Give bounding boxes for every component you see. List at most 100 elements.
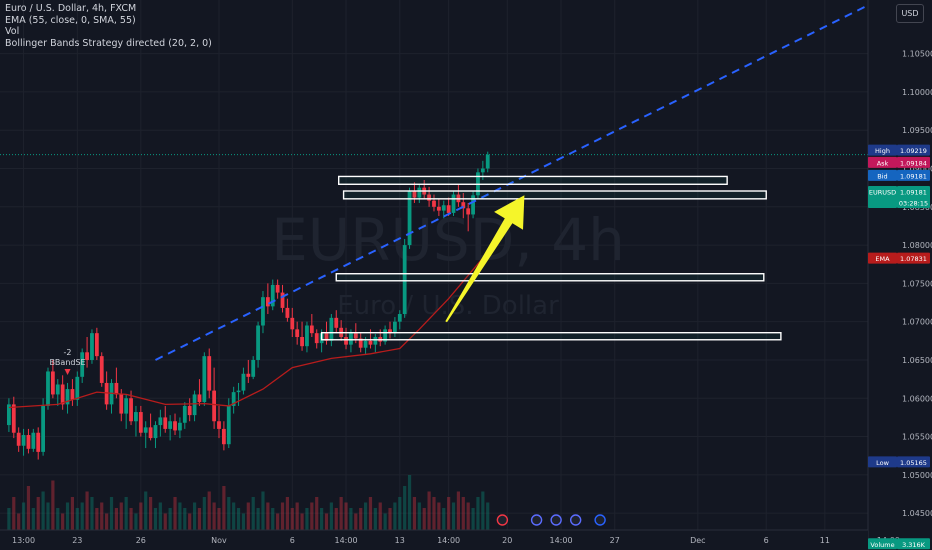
candle <box>138 412 143 433</box>
zone-rect <box>335 273 765 282</box>
candle <box>324 333 329 341</box>
volume-bar <box>163 513 167 530</box>
candle <box>65 389 70 405</box>
volume-bar <box>158 502 162 530</box>
candle <box>275 284 280 293</box>
y-tick-label: 1.08000 <box>902 241 932 250</box>
volume-bar <box>109 497 114 530</box>
candle <box>173 421 177 431</box>
candle <box>182 405 187 423</box>
volume-bar <box>188 513 192 530</box>
chart-legend: Euro / U.S. Dollar, 4h, FXCM EMA (55, cl… <box>5 3 212 49</box>
event-icon <box>594 514 606 526</box>
volume-bar <box>261 491 265 530</box>
candle <box>471 195 475 215</box>
volume-bar <box>114 508 118 530</box>
price-tag-value-box <box>897 538 930 550</box>
volume-bar <box>437 502 441 530</box>
legend-strategy[interactable]: Bollinger Bands Strategy directed (20, 2… <box>5 37 212 49</box>
volume-bar <box>300 513 304 530</box>
volume-bar <box>246 502 250 530</box>
candle <box>46 371 50 406</box>
candle <box>270 284 275 307</box>
price-tag-value: 1.09219 <box>900 147 927 155</box>
volume-bar <box>368 497 373 530</box>
volume-bar <box>17 513 21 530</box>
candle <box>217 421 221 429</box>
trendline <box>155 0 880 361</box>
candle <box>231 392 236 406</box>
price-tag-value: 3.316K <box>902 541 926 549</box>
candle <box>368 340 373 345</box>
candle <box>197 394 202 403</box>
candle <box>480 168 485 173</box>
volume-bar <box>432 497 436 530</box>
price-tag-label-box <box>868 252 897 264</box>
x-tick-label: 23 <box>72 536 82 545</box>
candle <box>407 191 412 246</box>
volume-bar <box>310 502 314 530</box>
candle <box>334 317 339 328</box>
candle <box>436 206 441 211</box>
volume-bar <box>241 513 246 530</box>
legend-symbol[interactable]: Euro / U.S. Dollar, 4h, FXCM <box>5 3 137 14</box>
candle <box>329 317 334 341</box>
y-tick-label: 1.10500 <box>902 50 932 59</box>
price-tag-label: Bid <box>877 172 887 180</box>
volume-bar <box>290 508 294 530</box>
candle <box>119 394 124 414</box>
candle <box>60 384 65 405</box>
y-tick-label: 1.07000 <box>902 318 932 327</box>
candle <box>134 412 138 422</box>
volume-bar <box>134 513 138 530</box>
candle <box>99 356 104 383</box>
watermark-symbol: EURUSD, 4h <box>271 206 625 274</box>
price-tag-value-box <box>897 252 930 264</box>
legend-vol[interactable]: Vol <box>5 26 20 37</box>
volume-bar <box>153 508 158 530</box>
volume-bar <box>21 502 26 530</box>
price-tag-label: Ask <box>877 159 889 167</box>
volume-bar <box>276 513 280 530</box>
volume-bar <box>41 491 45 530</box>
candle <box>290 317 295 330</box>
volume-bar <box>212 502 216 530</box>
x-tick-label: 14:00 <box>335 536 358 545</box>
candle <box>349 333 353 345</box>
volume-bar <box>271 508 275 530</box>
event-icon <box>550 514 562 526</box>
volume-bar <box>344 502 348 530</box>
candle <box>466 208 471 215</box>
candle <box>7 404 11 426</box>
price-tag-label-box <box>868 169 897 181</box>
volume-bar <box>417 502 421 530</box>
currency-button[interactable]: USD <box>896 4 924 23</box>
candle <box>358 338 363 348</box>
volume-bar <box>266 502 270 530</box>
candle <box>163 417 168 429</box>
volume-bar <box>471 508 475 530</box>
y-tick-label: 1.06500 <box>902 356 932 365</box>
volume-bar <box>407 475 412 530</box>
candle <box>432 200 436 207</box>
candle <box>251 359 256 377</box>
candle <box>70 389 75 400</box>
volume-bar <box>227 497 231 530</box>
volume-bar <box>461 497 465 530</box>
arrow-annotation <box>445 195 525 323</box>
volume-bar <box>217 508 221 530</box>
volume-bar <box>26 486 31 530</box>
volume-bar <box>320 508 324 530</box>
legend-ema[interactable]: EMA (55, close, 0, SMA, 55) <box>5 14 136 26</box>
price-tag-value: 1.07831 <box>900 255 927 263</box>
candle <box>309 325 314 334</box>
volume-bar <box>378 502 382 530</box>
volume-bar <box>251 497 255 530</box>
volume-bar <box>85 491 89 530</box>
candle <box>55 384 60 395</box>
volume-bar <box>388 508 392 530</box>
candle <box>314 333 319 344</box>
candle <box>178 422 182 431</box>
candle <box>192 394 197 416</box>
